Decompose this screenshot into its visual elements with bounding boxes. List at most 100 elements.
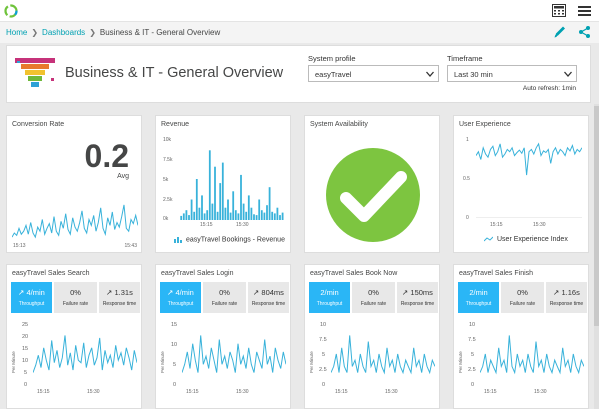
y-tick: 5 (471, 352, 475, 358)
response-time-number: 804ms (261, 288, 284, 297)
throughput-value: ↗ 4/min (160, 288, 201, 297)
breadcrumb-dashboards[interactable]: Dashboards (42, 28, 86, 37)
revenue-bar-chart (180, 150, 284, 220)
x-tick: 15:15 (200, 222, 213, 228)
tile-revenue[interactable]: Revenue 10k 7.5k 5k 2.5k 0k 15:15 15:30 … (155, 115, 291, 253)
revenue-bar (260, 210, 263, 220)
breadcrumb-home[interactable]: Home (6, 28, 28, 37)
revenue-bar (250, 207, 253, 220)
revenue-bar (266, 205, 268, 220)
chevron-right-icon: ❯ (89, 28, 96, 37)
pencil-icon[interactable] (553, 25, 566, 39)
x-tick-start: 15:13 (13, 243, 26, 249)
revenue-bar (232, 191, 235, 220)
revenue-bar (198, 207, 201, 220)
breadcrumb-bar: Home ❯ Dashboards ❯ Business & IT - General … (0, 22, 599, 43)
conversion-sparkline (12, 204, 138, 239)
response-time-label: Response time (102, 301, 137, 307)
chevron-down-icon (564, 71, 572, 77)
tile-user-experience[interactable]: User Experience 1 0.5 0 15:15 15:30 User… (453, 115, 589, 253)
x-tick: 15:30 (236, 389, 249, 395)
revenue-bar (237, 213, 240, 220)
tile-title: Revenue (161, 121, 190, 128)
revenue-bar (271, 211, 274, 220)
funnel-icon (15, 58, 55, 87)
throughput-kpi[interactable]: ↗ 4/min Throughput (160, 282, 201, 313)
throughput-number: 4/min (175, 288, 194, 297)
dynatrace-logo-icon[interactable] (4, 4, 18, 18)
response-time-number: 1.16s (561, 288, 580, 297)
scrollbar-thumb[interactable] (594, 106, 599, 326)
book-now-line-chart (331, 335, 435, 375)
series-line (331, 335, 435, 375)
x-tick: 15:30 (534, 389, 547, 395)
response-time-label: Response time (400, 301, 435, 307)
y-axis-title: Per Minute (309, 351, 314, 373)
revenue-bar (193, 211, 196, 220)
tile-conversion-rate[interactable]: Conversion Rate 0.2 Avg 15:13 15:43 (6, 115, 142, 253)
y-tick: 10 (22, 358, 29, 364)
tile-title: User Experience (459, 121, 511, 128)
y-tick: 5 (24, 370, 28, 376)
share-icon[interactable] (578, 25, 591, 39)
revenue-bar (268, 187, 271, 220)
revenue-bar (201, 195, 203, 220)
chart-legend: User Experience Index (484, 236, 568, 243)
x-tick: 15:15 (335, 389, 348, 395)
y-axis-title: Per Minute (160, 351, 165, 373)
revenue-bar (263, 212, 266, 220)
tile-sales-book-now[interactable]: easyTravel Sales Book Now 2/min Throughp… (304, 264, 440, 409)
tile-sales-login[interactable]: easyTravel Sales Login ↗ 4/min Throughpu… (155, 264, 291, 409)
timeframe-select[interactable]: Last 30 min (447, 65, 577, 82)
revenue-bar (190, 199, 193, 220)
revenue-bar (216, 211, 219, 220)
chart-legend: easyTravel Bookings - Revenue (174, 236, 285, 243)
tile-title: easyTravel Sales Search (12, 270, 90, 277)
timeframe-value: Last 30 min (454, 70, 493, 79)
response-time-value: ↗ 804ms (248, 288, 289, 297)
calculator-icon[interactable] (552, 4, 566, 17)
x-tick-end: 15:43 (124, 243, 137, 249)
auto-refresh-status: Auto refresh: 1min (522, 85, 576, 92)
x-tick: 15:30 (236, 222, 249, 228)
revenue-bar (185, 210, 188, 220)
login-line-chart (182, 335, 286, 373)
trend-up-arrow-icon: ↗ (106, 288, 115, 297)
tile-sales-finish[interactable]: easyTravel Sales Finish 2/min Throughput… (453, 264, 589, 409)
ux-line-chart (476, 142, 582, 218)
failure-rate-value: 0% (368, 288, 379, 297)
throughput-value: ↗ 4/min (11, 288, 52, 297)
y-tick: 7.5k (163, 157, 173, 163)
hamburger-menu-icon[interactable] (578, 5, 591, 17)
line-legend-icon (484, 236, 493, 242)
tile-sales-search[interactable]: easyTravel Sales Search ↗ 4/min Throughp… (6, 264, 142, 409)
throughput-kpi[interactable]: 2/min Throughput (458, 282, 499, 313)
response-time-value: ↗ 150ms (397, 288, 438, 297)
y-tick: 0 (322, 382, 326, 388)
throughput-number: 4/min (26, 288, 45, 297)
trend-up-arrow-icon: ↗ (253, 288, 262, 297)
tile-title: easyTravel Sales Book Now (310, 270, 398, 277)
system-profile-select[interactable]: easyTravel (308, 65, 439, 82)
y-tick: 20 (22, 334, 29, 340)
y-tick: 15 (22, 346, 29, 352)
revenue-bar (273, 213, 276, 220)
y-tick: 2.5 (319, 367, 327, 373)
conversion-unit: Avg (117, 173, 129, 180)
finish-line-chart (480, 335, 584, 375)
y-tick: 10 (171, 342, 178, 348)
revenue-bar (219, 183, 222, 220)
tile-system-availability[interactable]: System Availability (304, 115, 440, 253)
revenue-bar (258, 199, 261, 220)
tile-title: easyTravel Sales Login (161, 270, 234, 277)
throughput-kpi[interactable]: ↗ 4/min Throughput (11, 282, 52, 313)
x-tick: 15:15 (186, 389, 199, 395)
response-time-kpi: ↗ 1.16s Response time (546, 282, 587, 313)
y-tick: 10 (320, 322, 327, 328)
y-tick: 0 (24, 382, 28, 388)
throughput-kpi[interactable]: 2/min Throughput (309, 282, 350, 313)
failure-rate-label: Failure rate (211, 301, 238, 307)
series-line (480, 335, 584, 375)
response-time-number: 1.31s (114, 288, 133, 297)
trend-up-arrow-icon: ↗ (402, 288, 411, 297)
